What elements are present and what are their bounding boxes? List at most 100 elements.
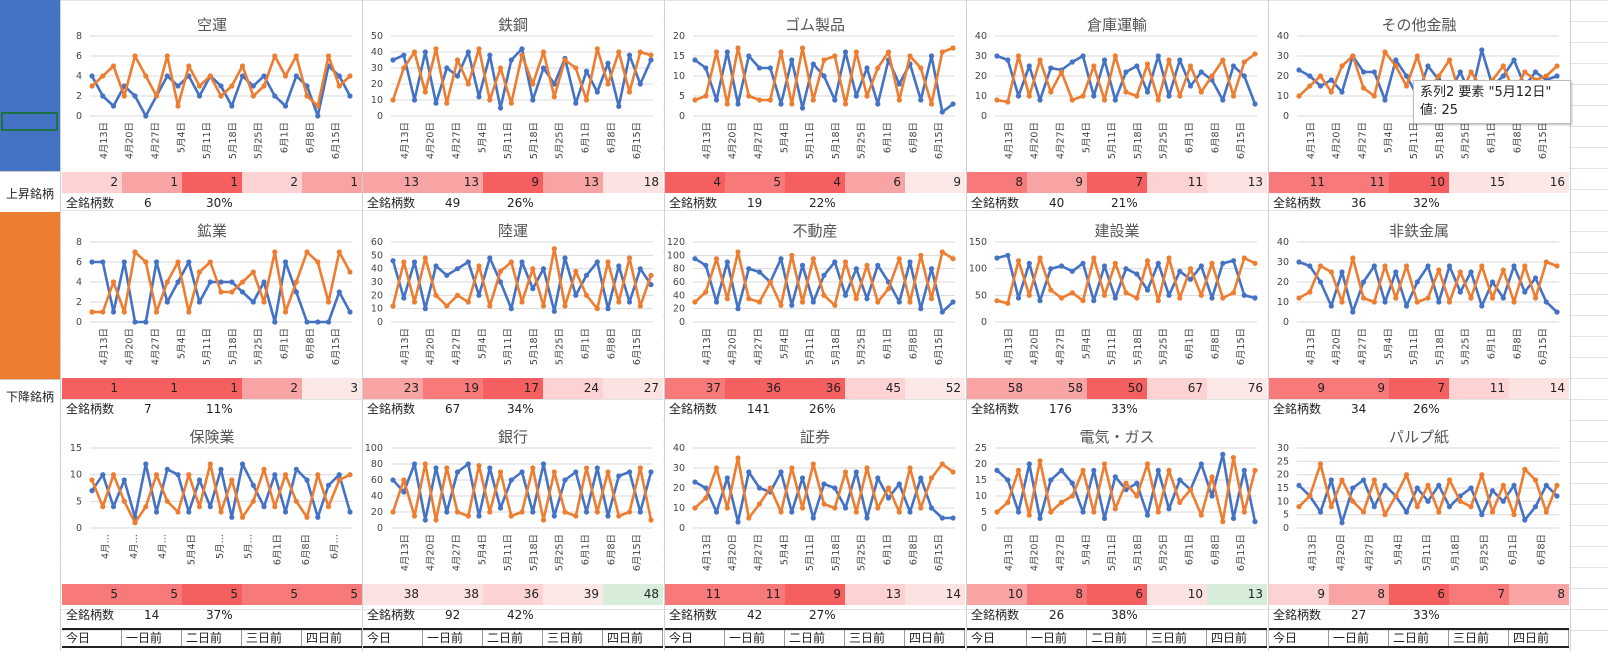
series2-point[interactable]: [1522, 69, 1528, 75]
series1-point[interactable]: [164, 73, 170, 79]
series1-point[interactable]: [864, 515, 870, 521]
series1-point[interactable]: [896, 481, 902, 487]
series2-point[interactable]: [282, 309, 289, 315]
series2-point[interactable]: [778, 49, 784, 55]
series2-point[interactable]: [422, 255, 428, 261]
series2-point[interactable]: [229, 83, 235, 89]
series2-point[interactable]: [1080, 93, 1086, 99]
series1-point[interactable]: [918, 97, 924, 103]
series1-point[interactable]: [444, 509, 450, 515]
series1-point[interactable]: [1436, 299, 1442, 305]
count-cell[interactable]: 10: [967, 584, 1027, 605]
series2-point[interactable]: [713, 465, 720, 471]
chart-13[interactable]: 証券 0 10 20 30 40 4月13日 4月20日 4月27日 5月4日 5月11日 5月18日…: [665, 418, 965, 582]
series2-point[interactable]: [487, 509, 493, 515]
series2-point[interactable]: [724, 296, 730, 302]
series1-point[interactable]: [1005, 57, 1011, 63]
series1-point[interactable]: [530, 97, 536, 103]
chart-7[interactable]: 陸運 0 10 20 30 40 50 60 4月13日 4月20日 4月27日 5月4日 5月11日 5…: [363, 212, 663, 376]
series2-point[interactable]: [336, 83, 342, 89]
series2-point[interactable]: [1436, 73, 1442, 79]
chart-6[interactable]: 鉱業 0 2 4 6 8 4月13日 4月20日 4月27日 5月4日 5月11日 5月18日 5月25…: [62, 212, 362, 376]
series2-point[interactable]: [153, 93, 160, 99]
series1-point[interactable]: [1015, 93, 1022, 99]
series2-point[interactable]: [186, 472, 192, 478]
series2-point[interactable]: [508, 513, 514, 519]
series2-point[interactable]: [89, 309, 95, 315]
day-header-cell[interactable]: 二日前: [1087, 630, 1147, 646]
series1-point[interactable]: [1479, 303, 1485, 309]
series1-point[interactable]: [724, 475, 730, 481]
count-cell[interactable]: 9: [1269, 378, 1329, 399]
series1-point[interactable]: [950, 515, 956, 521]
day-header-cell[interactable]: 今日: [1269, 630, 1329, 646]
series2-point[interactable]: [1048, 89, 1054, 95]
series2-point[interactable]: [100, 504, 106, 510]
count-cell[interactable]: 23: [363, 378, 423, 399]
series1-point[interactable]: [530, 286, 536, 292]
series1-point[interactable]: [1457, 69, 1463, 75]
series1-point[interactable]: [994, 255, 1000, 261]
series2-point[interactable]: [1252, 51, 1258, 57]
series2-point[interactable]: [454, 57, 461, 63]
series1-point[interactable]: [842, 292, 849, 298]
series1-point[interactable]: [1155, 260, 1161, 266]
series2-point[interactable]: [390, 509, 396, 515]
series1-point[interactable]: [411, 461, 418, 467]
series1-line[interactable]: [996, 54, 1257, 105]
series2-point[interactable]: [928, 101, 935, 107]
series2-point[interactable]: [1037, 458, 1043, 464]
series2-point[interactable]: [918, 65, 924, 71]
series2-point[interactable]: [196, 83, 203, 89]
series2-point[interactable]: [1080, 298, 1086, 304]
series1-point[interactable]: [939, 515, 945, 521]
series1-point[interactable]: [583, 68, 590, 74]
chart-12[interactable]: 銀行 0 20 40 60 80 100 4月13日 4月20日 4月27日 5月4日 5月11日 5月…: [363, 418, 663, 582]
series1-point[interactable]: [1532, 275, 1539, 281]
series2-point[interactable]: [692, 97, 698, 103]
series1-point[interactable]: [540, 461, 547, 467]
series2-point[interactable]: [864, 262, 870, 268]
series2-point[interactable]: [110, 472, 117, 478]
series2-point[interactable]: [1091, 255, 1097, 261]
series2-point[interactable]: [465, 513, 471, 519]
series1-point[interactable]: [261, 279, 267, 285]
series1-point[interactable]: [810, 515, 816, 521]
count-cell[interactable]: 1: [122, 172, 182, 193]
series1-point[interactable]: [1112, 295, 1118, 301]
series1-point[interactable]: [229, 514, 235, 520]
series1-point[interactable]: [1048, 477, 1054, 483]
series2-point[interactable]: [325, 504, 332, 510]
series1-point[interactable]: [218, 83, 224, 89]
series2-point[interactable]: [186, 309, 192, 315]
series2-point[interactable]: [1403, 83, 1410, 89]
series1-point[interactable]: [390, 477, 396, 483]
series1-point[interactable]: [315, 113, 321, 119]
series1-point[interactable]: [282, 259, 289, 265]
series2-point[interactable]: [1037, 57, 1043, 63]
series2-point[interactable]: [1123, 480, 1129, 486]
series1-point[interactable]: [1543, 299, 1549, 305]
series1-point[interactable]: [1091, 298, 1097, 304]
series2-point[interactable]: [207, 73, 213, 79]
series2-point[interactable]: [1436, 267, 1442, 273]
series2-point[interactable]: [1155, 97, 1161, 103]
series1-point[interactable]: [928, 53, 935, 59]
series2-point[interactable]: [1069, 97, 1075, 103]
series1-point[interactable]: [218, 466, 224, 472]
series2-point[interactable]: [1209, 474, 1215, 480]
series1-point[interactable]: [864, 65, 870, 71]
series1-point[interactable]: [810, 299, 816, 305]
series1-point[interactable]: [821, 481, 827, 487]
series2-point[interactable]: [703, 495, 709, 501]
count-cell[interactable]: 9: [1269, 584, 1329, 605]
series1-point[interactable]: [293, 289, 299, 295]
count-cell[interactable]: 38: [363, 584, 423, 605]
series1-point[interactable]: [390, 258, 396, 264]
falling-color-swatch[interactable]: [0, 212, 60, 380]
series1-point[interactable]: [250, 299, 256, 305]
series2-point[interactable]: [939, 461, 945, 467]
series1-point[interactable]: [465, 49, 471, 55]
series2-point[interactable]: [907, 465, 913, 471]
day-header-cell[interactable]: 今日: [967, 630, 1027, 646]
